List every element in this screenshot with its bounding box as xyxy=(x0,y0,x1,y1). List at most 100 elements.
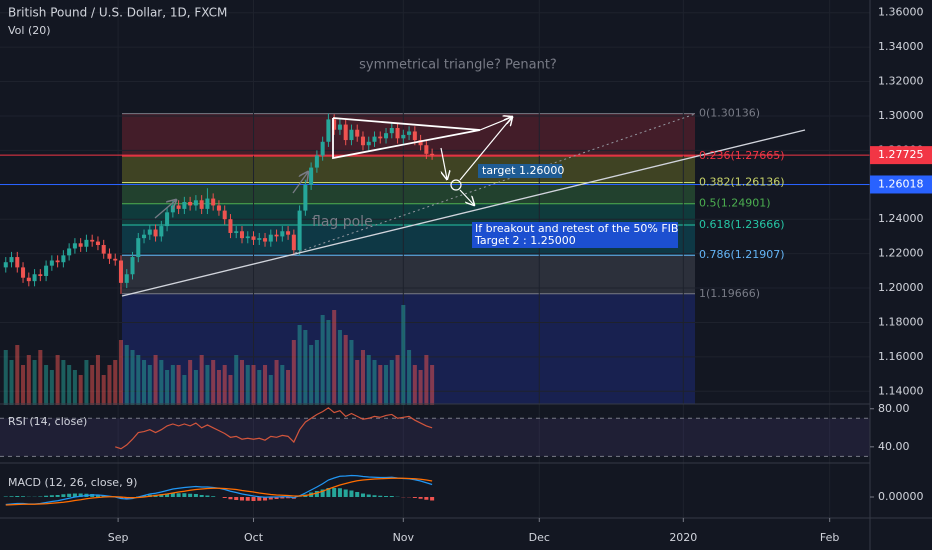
volume-bar xyxy=(124,345,129,405)
histogram-bar xyxy=(268,497,273,500)
candle-body xyxy=(118,260,124,283)
x-tick-label: Dec xyxy=(529,531,550,544)
fib-band xyxy=(122,182,695,204)
volume-bar xyxy=(355,360,360,405)
candle-body xyxy=(15,257,20,268)
histogram-bar xyxy=(234,497,239,500)
x-tick-label: Feb xyxy=(820,531,839,544)
trend-line xyxy=(121,129,806,297)
fib-band xyxy=(122,156,695,183)
indicator-title: MACD (12, 26, close, 9) xyxy=(8,476,137,489)
volume-bar xyxy=(268,375,273,405)
histogram-bar xyxy=(280,497,285,499)
volume-bar xyxy=(251,365,256,405)
histogram-bar xyxy=(44,495,49,497)
candle-body xyxy=(44,265,49,276)
fib-label: 0(1.30136) xyxy=(699,107,760,120)
volume-bar xyxy=(61,360,66,405)
annotations: symmetrical triangle? Penant? flag pole … xyxy=(312,58,678,248)
fib-label: 0.786(1.21907) xyxy=(699,248,785,261)
candle-body xyxy=(239,231,245,239)
candle-body xyxy=(211,198,216,206)
x-tick-label: Sep xyxy=(108,531,129,544)
volume-bar xyxy=(205,365,210,405)
histogram-bar xyxy=(245,497,250,501)
volume-bar xyxy=(21,365,26,405)
histogram-bar xyxy=(274,497,279,499)
volume-bar xyxy=(297,325,302,405)
histogram-bar xyxy=(424,497,429,500)
candle-body xyxy=(21,267,26,278)
candle-body xyxy=(326,119,331,142)
volume-bar xyxy=(165,370,170,405)
volume-bar xyxy=(211,360,216,405)
x-tick-label: 2020 xyxy=(669,531,697,544)
volume-bar xyxy=(280,365,285,405)
fib-label: 1(1.19666) xyxy=(699,287,760,300)
volume-bar xyxy=(424,355,429,405)
candle-body xyxy=(188,202,193,206)
volume-layer xyxy=(3,305,435,501)
y-tick-label: 0.00000 xyxy=(878,490,924,503)
volume-bar xyxy=(228,375,233,405)
histogram-bar xyxy=(343,489,348,497)
candle-body xyxy=(291,234,296,251)
volume-bar xyxy=(199,355,204,405)
volume-bar xyxy=(337,330,342,405)
candle-body xyxy=(412,131,417,141)
histogram-bar xyxy=(326,488,331,497)
candle-body xyxy=(395,128,400,139)
chart-title: British Pound / U.S. Dollar, 1D, FXCM xyxy=(8,6,227,20)
histogram-bar xyxy=(55,495,60,497)
histogram-bar xyxy=(360,493,365,497)
candle-body xyxy=(205,198,210,209)
y-tick-label: 1.14000 xyxy=(878,384,924,397)
volume-bar xyxy=(274,360,279,405)
candle-body xyxy=(38,274,43,276)
candle-body xyxy=(107,253,112,259)
candle-body xyxy=(268,234,273,242)
volume-bar xyxy=(72,370,77,405)
drawings xyxy=(121,113,806,297)
y-tick-label: 40.00 xyxy=(878,440,910,453)
histogram-bar xyxy=(239,497,245,501)
candle-body xyxy=(424,145,429,154)
volume-bar xyxy=(32,360,37,405)
candle-body xyxy=(286,231,291,235)
volume-bar xyxy=(222,365,227,405)
x-tick-label: Nov xyxy=(393,531,415,544)
volume-bar xyxy=(84,360,89,405)
candle-body xyxy=(147,229,152,235)
histogram-bar xyxy=(176,493,181,497)
volume-bar xyxy=(170,365,175,405)
volume-bar xyxy=(153,355,158,405)
volume-bar xyxy=(113,360,118,405)
arrow xyxy=(459,189,474,205)
indicator-title: RSI (14, close) xyxy=(8,415,87,428)
histogram-bar xyxy=(199,495,204,497)
marker-circle xyxy=(450,179,462,191)
y-tick-label: 80.00 xyxy=(878,402,910,415)
candle-body xyxy=(257,238,262,240)
volume-bar xyxy=(216,370,221,405)
candle-body xyxy=(349,129,354,141)
annotation: symmetrical triangle? Penant? xyxy=(359,58,557,73)
candle-body xyxy=(378,136,383,139)
indicator-title: Vol (20) xyxy=(8,24,51,37)
volume-bar xyxy=(130,350,135,405)
histogram-bar xyxy=(9,496,14,497)
volume-bar xyxy=(360,350,365,405)
volume-bar xyxy=(384,365,389,405)
volume-bar xyxy=(389,360,394,405)
candle-body xyxy=(234,231,239,233)
histogram-bar xyxy=(118,497,124,499)
volume-bar xyxy=(15,345,20,405)
y-tick-label: 1.22000 xyxy=(878,247,924,260)
histogram-bar xyxy=(61,494,66,497)
candle-body xyxy=(153,229,158,237)
volume-bar xyxy=(147,365,152,405)
volume-bar xyxy=(286,370,291,405)
candle-body xyxy=(384,133,389,139)
volume-bar xyxy=(430,365,435,405)
